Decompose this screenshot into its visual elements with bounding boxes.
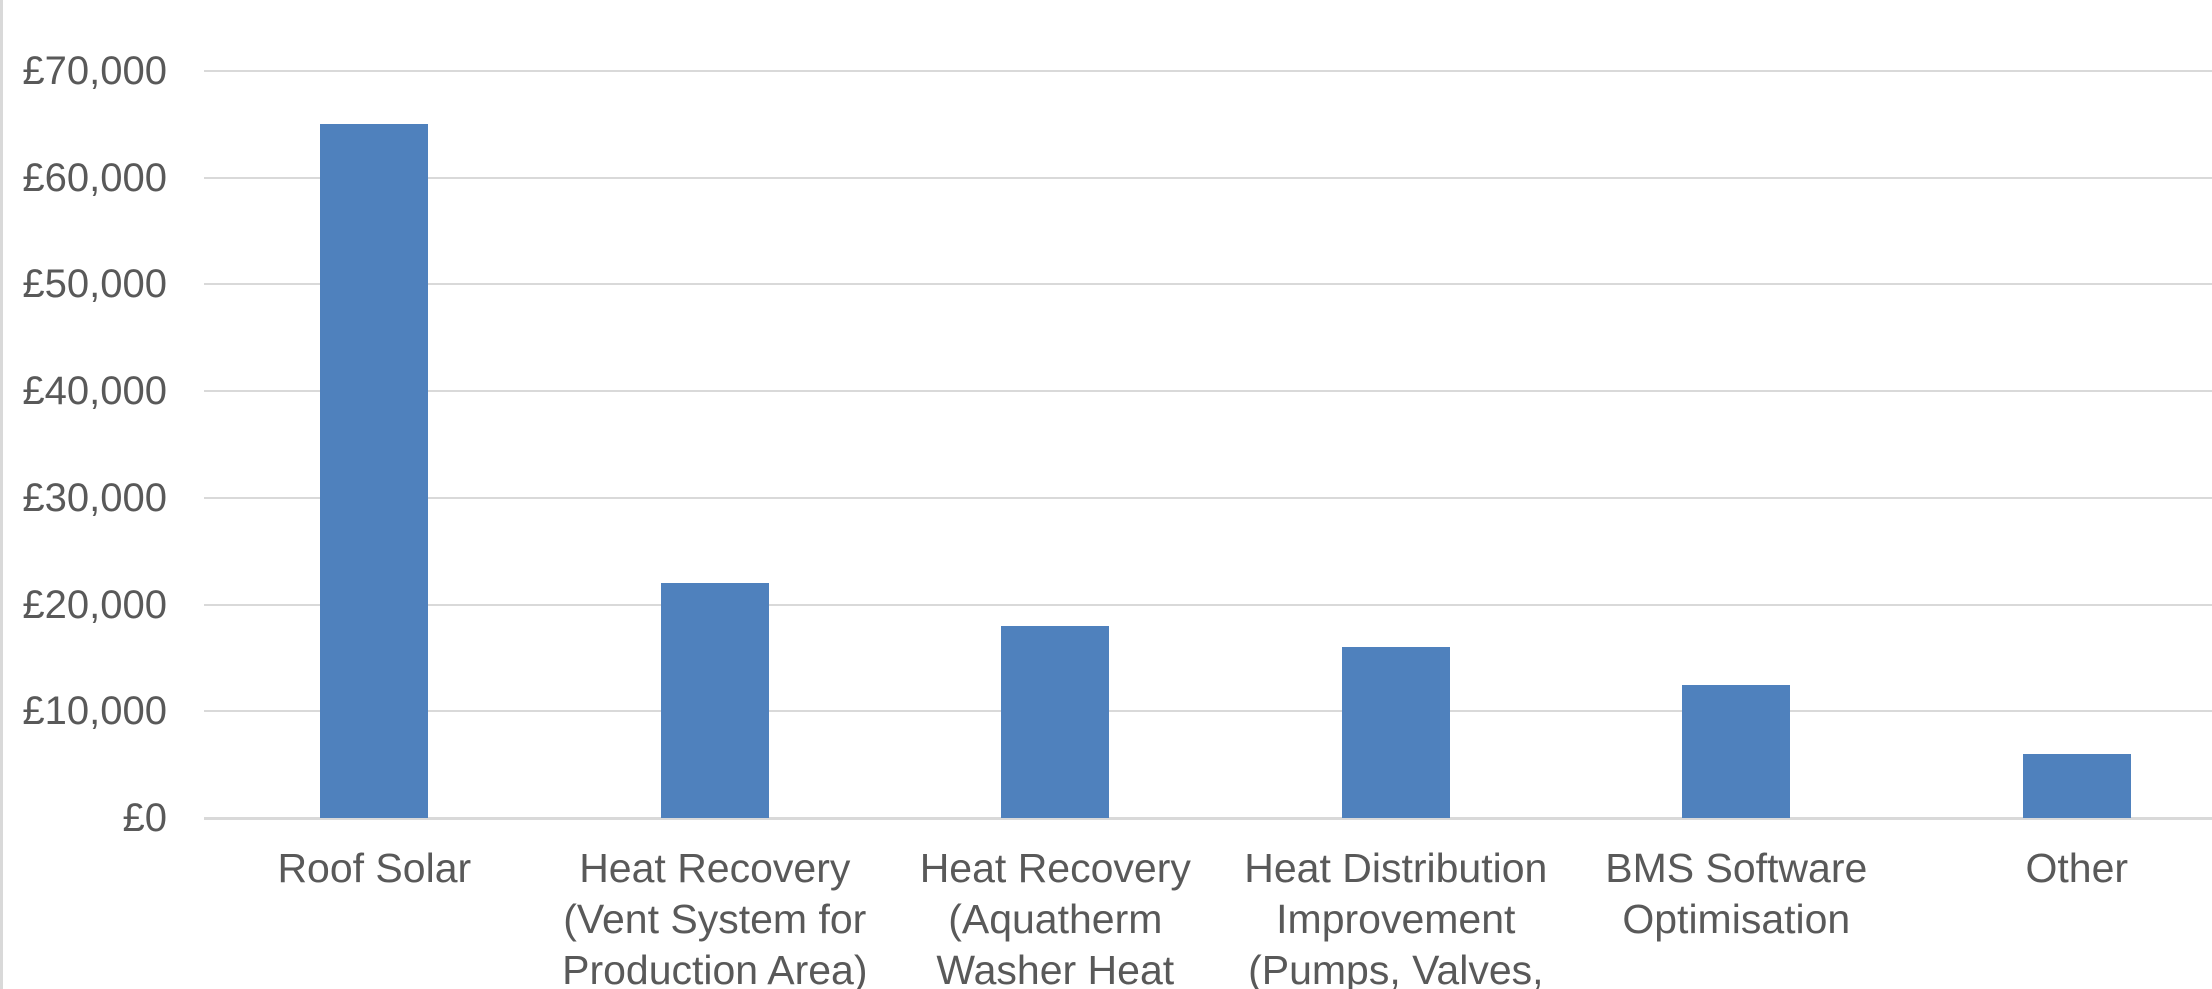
x-axis-line <box>204 817 2212 820</box>
gridline <box>204 176 2212 179</box>
gridline <box>204 283 2212 286</box>
bar <box>320 124 429 818</box>
bar <box>2022 753 2131 818</box>
chart-left-border <box>0 0 3 989</box>
y-tick-label: £70,000 <box>22 49 167 93</box>
gridline <box>204 710 2212 713</box>
category-label: Roof Solar <box>277 845 472 891</box>
category-label: Heat Recovery (Aquatherm Washer Heat <box>919 845 1191 989</box>
gridline <box>204 70 2212 72</box>
y-tick-label: £0 <box>122 796 168 840</box>
y-tick-label: £10,000 <box>22 689 167 734</box>
y-tick-label: £60,000 <box>22 155 167 200</box>
category-label: Heat Recovery (Vent System for Productio… <box>562 845 868 989</box>
y-tick-label: £50,000 <box>22 262 167 307</box>
y-tick-label: £20,000 <box>22 582 167 627</box>
y-tick-label: £40,000 <box>22 369 167 414</box>
category-label: BMS Software Optimisation <box>1605 845 1868 942</box>
bar <box>1682 684 1791 818</box>
bar <box>1001 625 1110 818</box>
gridline <box>204 496 2212 499</box>
category-label: Heat Distribution Improvement (Pumps, Va… <box>1244 845 1548 989</box>
gridline <box>204 603 2212 606</box>
bar <box>660 583 769 818</box>
category-label: Other <box>2025 845 2129 891</box>
bar <box>1341 647 1450 818</box>
gridline <box>204 390 2212 393</box>
y-tick-label: £30,000 <box>22 475 167 520</box>
